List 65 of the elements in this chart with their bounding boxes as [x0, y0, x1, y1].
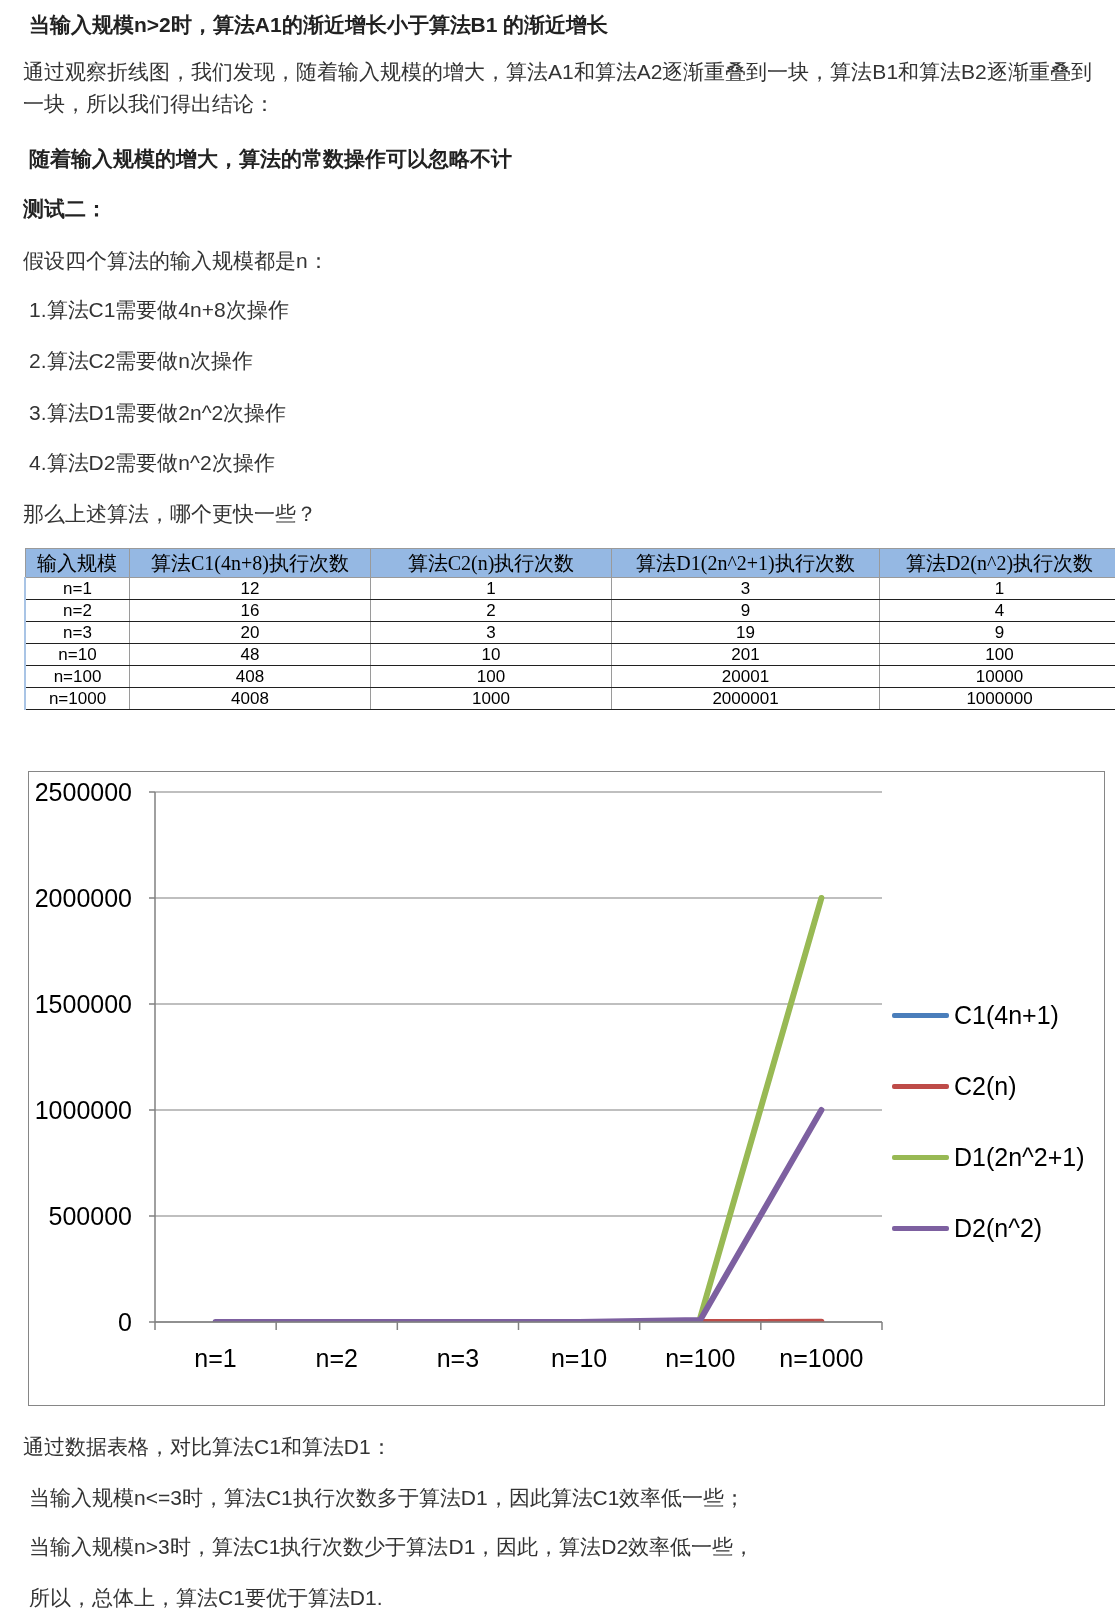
x-tick-label: n=1: [194, 1344, 237, 1372]
text: 当输入规模n<=3时，算法C1执行次数多于算法D1，因此算法C1效率低一些；: [29, 1485, 747, 1511]
category-label: n=10: [25, 643, 130, 666]
text: 测试二：: [23, 196, 108, 222]
data-label: 10: [370, 643, 612, 666]
text: 1.算法C1需要做4n+8次操作: [29, 297, 290, 323]
data-label: 201: [611, 643, 880, 666]
data-label: 3: [611, 577, 880, 600]
category-label: n=100: [25, 665, 130, 688]
text: 那么上述算法，哪个更快一些？: [23, 501, 318, 527]
x-tick-label: n=10: [550, 1344, 608, 1372]
data-label: 16: [129, 599, 371, 622]
data-label: 1000000: [879, 687, 1115, 710]
x-tick-label: n=1000: [779, 1344, 864, 1372]
x-tick-label: n=2: [315, 1344, 358, 1372]
text: 3.算法D1需要做2n^2次操作: [29, 400, 288, 426]
data-label: 1: [370, 577, 612, 600]
data-label: 2: [370, 599, 612, 622]
text: 2.算法C2需要做n次操作: [29, 348, 255, 374]
data-label: 4: [879, 599, 1115, 622]
category-label: n=1: [25, 577, 130, 600]
data-label: 3: [370, 621, 612, 644]
text: 算法D1(2n^2+1)执行次数: [611, 548, 880, 578]
x-tick-label: n=3: [436, 1344, 480, 1372]
data-label: 408: [129, 665, 371, 688]
data-label: 9: [879, 621, 1115, 644]
data-label: 12: [129, 577, 371, 600]
data-label: 4008: [129, 687, 371, 710]
data-label: 1000: [370, 687, 612, 710]
category-label: n=2: [25, 599, 130, 622]
data-label: 2000001: [611, 687, 880, 710]
text: 通过数据表格，对比算法C1和算法D1：: [23, 1434, 393, 1460]
y-tick-label: 0: [118, 1307, 132, 1336]
text: 算法C1(4n+8)执行次数: [129, 548, 371, 578]
data-label: 20: [129, 621, 371, 644]
x-tick-label: n=100: [665, 1344, 736, 1372]
text: 4.算法D2需要做n^2次操作: [29, 450, 276, 476]
text: 当输入规模n>2时，算法A1的渐近增长小于算法B1 的渐近增长: [29, 12, 610, 38]
data-label: 48: [129, 643, 371, 666]
data-label: 20001: [611, 665, 880, 688]
legend-label: C1(4n+1): [954, 1001, 1059, 1030]
data-label: 100: [879, 643, 1115, 666]
legend-label: D1(2n^2+1): [954, 1143, 1085, 1172]
text: 输入规模: [25, 548, 130, 578]
y-tick-label: 2500000: [34, 777, 132, 806]
data-label: 1: [879, 577, 1115, 600]
data-label: 10000: [879, 665, 1115, 688]
y-tick-label: 1000000: [34, 1095, 132, 1124]
legend-label: D2(n^2): [954, 1214, 1043, 1243]
text: 算法D2(n^2)执行次数: [879, 548, 1115, 578]
data-label: 19: [611, 621, 880, 644]
text: 随着输入规模的增大，算法的常数操作可以忽略不计: [29, 146, 513, 172]
text: 假设四个算法的输入规模都是n：: [23, 248, 330, 274]
y-tick-label: 2000000: [34, 883, 132, 912]
text: 所以，总体上，算法C1要优于算法D1.: [29, 1585, 384, 1611]
y-tick-label: 500000: [48, 1201, 132, 1230]
text: 通过观察折线图，我们发现，随着输入规模的增大，算法A1和算法A2逐渐重叠到一块，算法B1和算法B2逐渐重叠到一块，所以我们得出结论：: [23, 59, 1093, 117]
data-label: 9: [611, 599, 880, 622]
text: 算法C2(n)执行次数: [370, 548, 612, 578]
legend-label: C2(n): [954, 1072, 1017, 1101]
text: 当输入规模n>3时，算法C1执行次数少于算法D1，因此，算法D2效率低一些，: [29, 1534, 756, 1560]
y-tick-label: 1500000: [34, 989, 132, 1018]
category-label: n=1000: [25, 687, 130, 710]
data-label: 100: [370, 665, 612, 688]
category-label: n=3: [25, 621, 130, 644]
